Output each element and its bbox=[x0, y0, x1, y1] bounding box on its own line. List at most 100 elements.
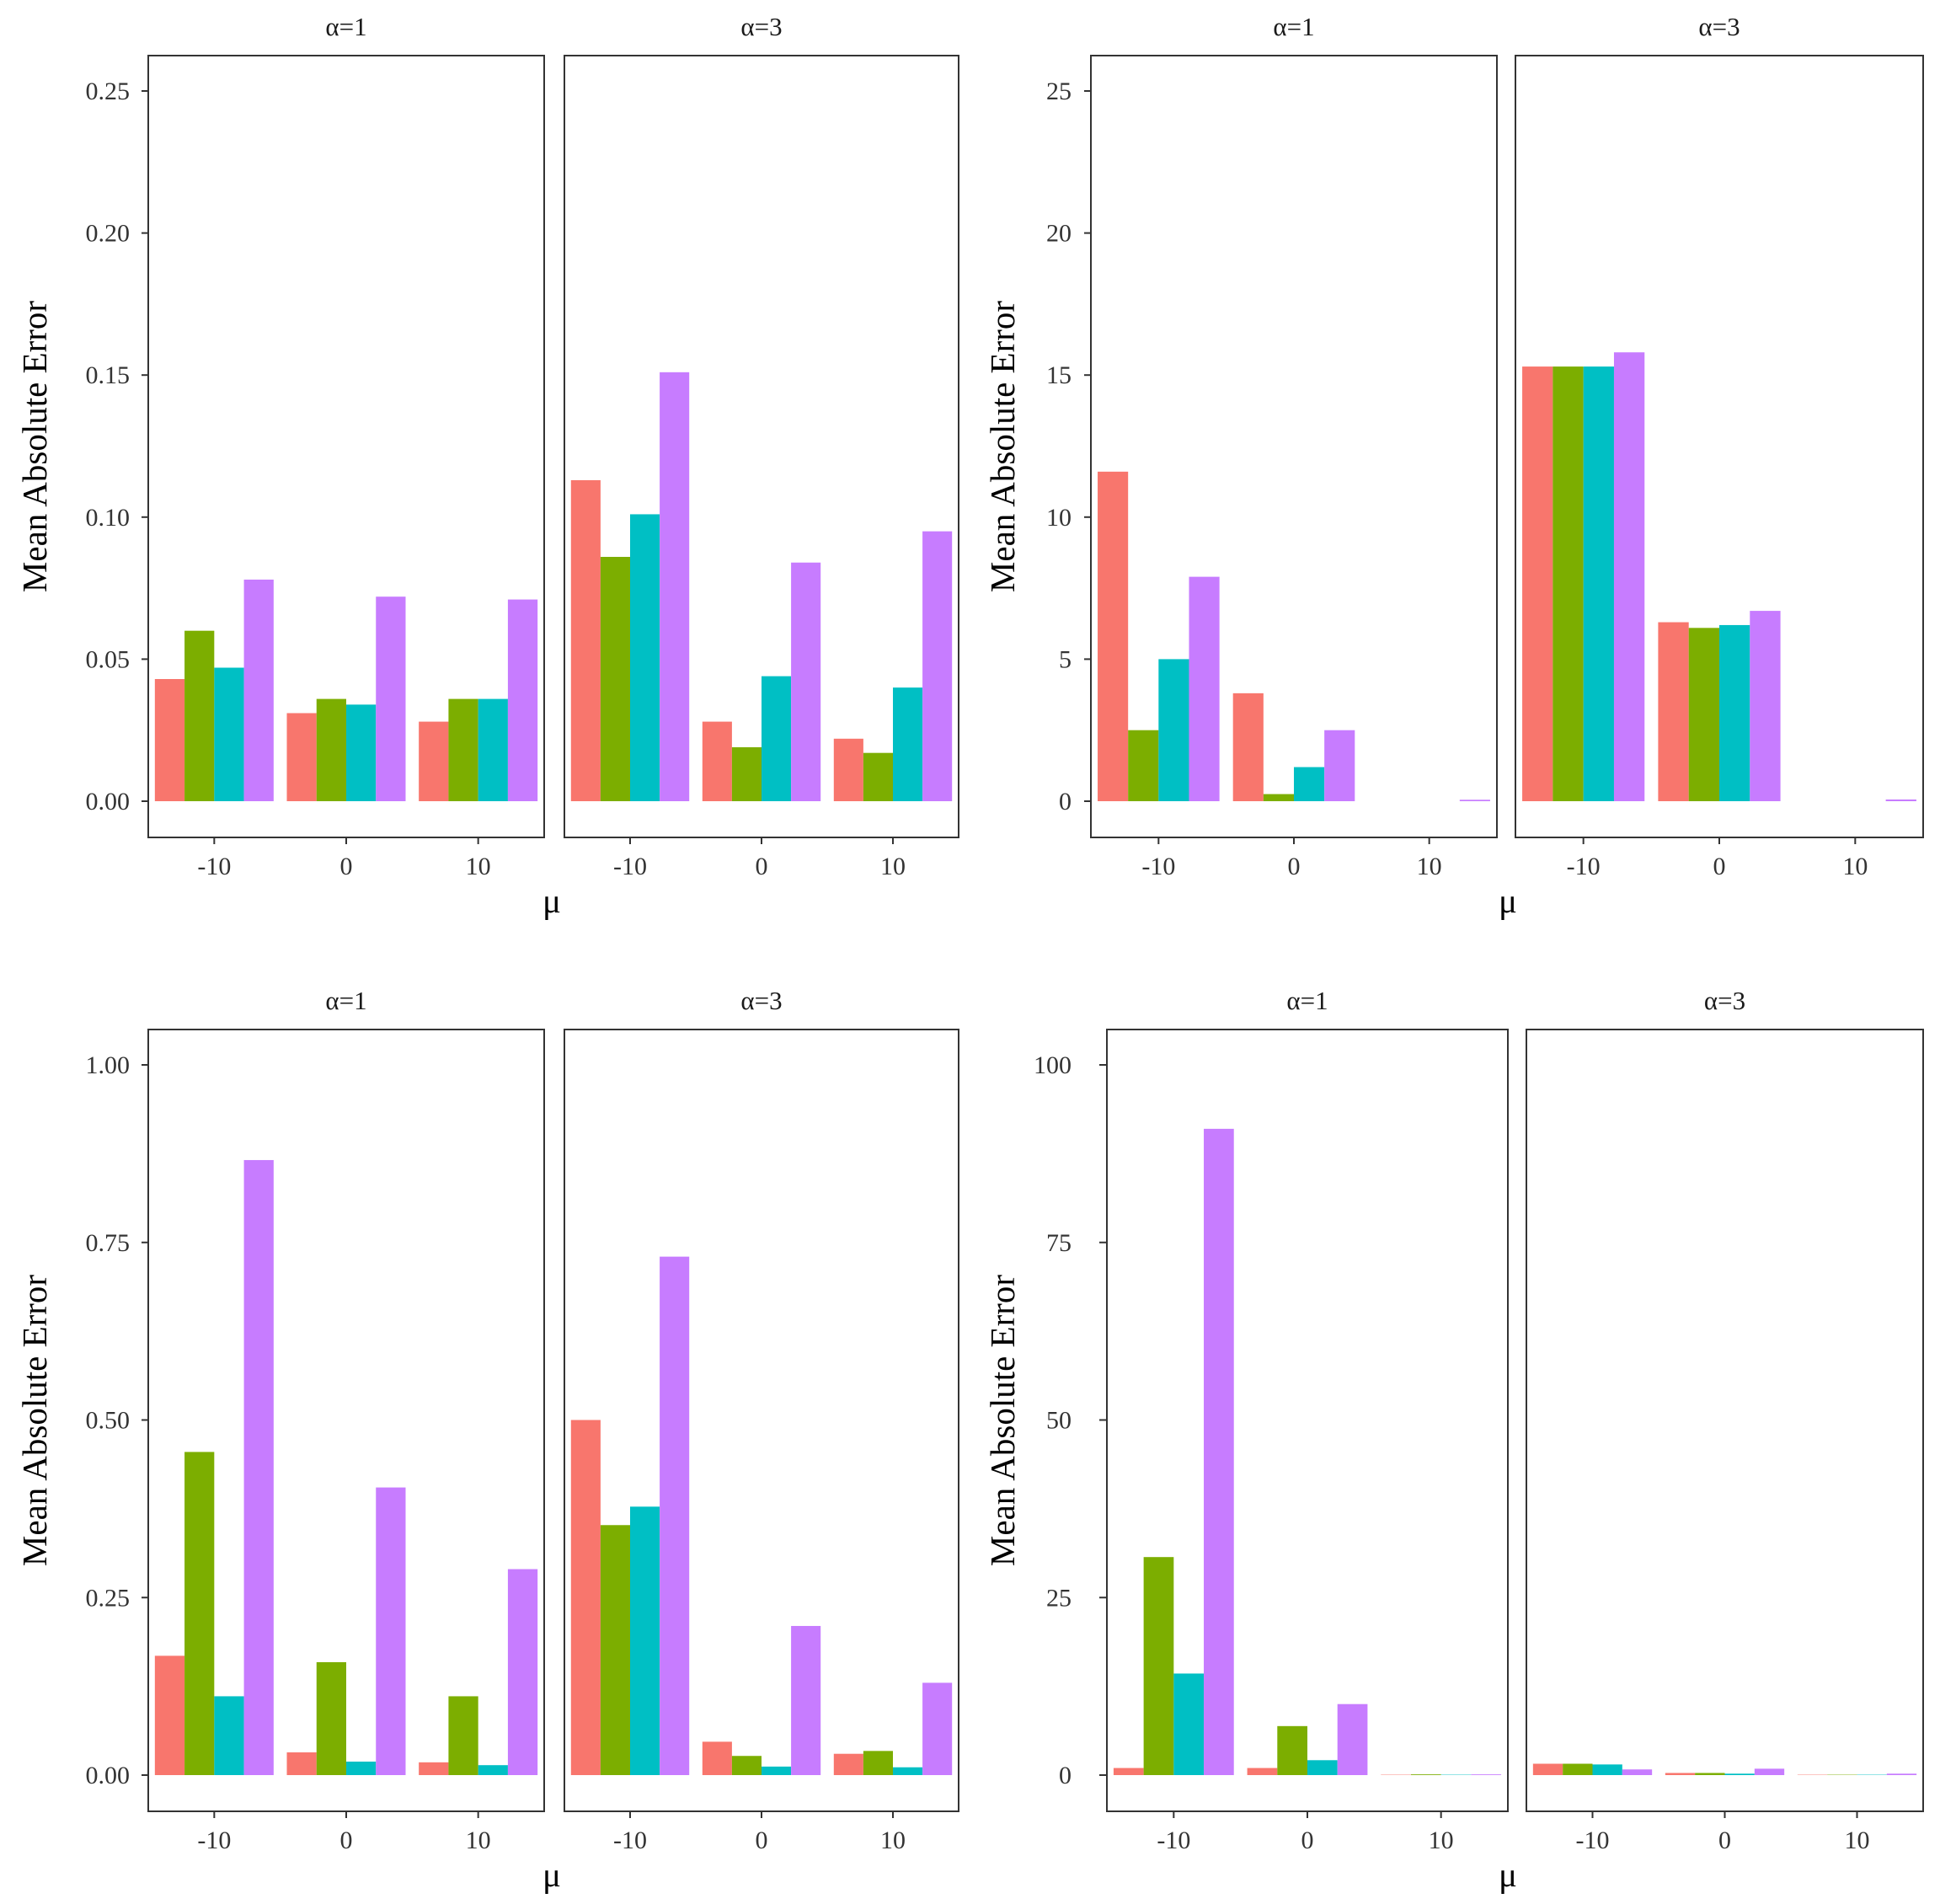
x-axis-title: μ bbox=[1499, 1855, 1517, 1894]
bar bbox=[1459, 800, 1490, 801]
bar bbox=[863, 1751, 893, 1775]
y-tick-label: 0.10 bbox=[86, 504, 131, 532]
x-tick-label: 0 bbox=[1713, 853, 1726, 880]
facet-panel: α=1 -10 0 10 bbox=[1106, 986, 1509, 1854]
y-tick-label: 0.05 bbox=[86, 645, 131, 673]
bar bbox=[214, 1696, 244, 1775]
x-tick-label: -10 bbox=[1141, 853, 1175, 880]
bar bbox=[1294, 767, 1325, 801]
bar bbox=[863, 752, 893, 801]
x-tick-label: 10 bbox=[466, 1826, 491, 1854]
bar bbox=[1173, 1673, 1205, 1775]
x-tick-label: 0 bbox=[1288, 853, 1301, 880]
x-axis-title: μ bbox=[1499, 881, 1517, 920]
bar bbox=[243, 579, 274, 801]
x-tick-label: 0 bbox=[1718, 1826, 1731, 1854]
y-tick-label: 0.00 bbox=[86, 788, 131, 816]
facet-panel: α=1 -10 0 10 bbox=[1090, 12, 1498, 880]
bar bbox=[791, 1625, 821, 1775]
y-tick-label: 0.25 bbox=[86, 78, 131, 105]
bar bbox=[702, 721, 732, 801]
bar bbox=[1263, 794, 1294, 801]
facet-panel: α=3 -10 0 10 bbox=[1515, 12, 1924, 880]
bar bbox=[243, 1159, 274, 1775]
bar bbox=[833, 1753, 863, 1775]
chart-3: 0.00 0.25 0.50 0.75 1.00 Mean Absolute Error μ… bbox=[15, 986, 959, 1894]
bar bbox=[1247, 1768, 1278, 1775]
y-tick-label: 0.20 bbox=[86, 220, 131, 248]
y-tick-label: 1.00 bbox=[86, 1051, 131, 1079]
bar bbox=[660, 372, 690, 801]
facet-panel: α=3 -10 0 10 bbox=[1526, 986, 1924, 1854]
y-tick-label: 20 bbox=[1046, 220, 1072, 248]
bar bbox=[1337, 1703, 1368, 1775]
y-tick-label: 5 bbox=[1059, 645, 1072, 673]
bar bbox=[419, 1762, 449, 1775]
bar bbox=[1886, 1773, 1917, 1775]
panel-border bbox=[1526, 1029, 1924, 1812]
x-tick-label: 10 bbox=[466, 853, 491, 880]
bar bbox=[1613, 352, 1645, 802]
x-tick-label: -10 bbox=[613, 853, 647, 880]
facet-panel: α=1 -10 0 10 bbox=[147, 986, 545, 1854]
bar bbox=[922, 1682, 953, 1775]
bar bbox=[376, 1487, 406, 1775]
bar bbox=[1307, 1760, 1338, 1775]
bar bbox=[1522, 366, 1553, 802]
bar bbox=[507, 599, 538, 801]
bar bbox=[630, 1506, 660, 1775]
x-tick-label: 0 bbox=[756, 1826, 768, 1854]
x-tick-label: 10 bbox=[1845, 1826, 1870, 1854]
bar bbox=[316, 698, 346, 801]
facet-panel: α=1 -10 0 10 bbox=[147, 12, 545, 880]
bar bbox=[478, 1765, 508, 1775]
y-tick-label: 75 bbox=[1046, 1229, 1072, 1257]
bar bbox=[286, 713, 317, 801]
bar bbox=[448, 698, 478, 801]
x-tick-label: 0 bbox=[340, 1826, 353, 1854]
y-axis-title: Mean Absolute Error bbox=[15, 1275, 54, 1566]
bar bbox=[419, 721, 449, 801]
chart-1: 0.00 0.05 0.10 0.15 0.20 0.25 Mean Absolute Er… bbox=[15, 12, 959, 920]
y-tick-label: 10 bbox=[1046, 504, 1072, 532]
x-tick-label: 10 bbox=[1429, 1826, 1454, 1854]
bar bbox=[316, 1661, 346, 1775]
y-tick-label: 0 bbox=[1059, 1762, 1072, 1789]
bar bbox=[1563, 1763, 1593, 1775]
bar bbox=[1553, 366, 1584, 802]
x-axis-title: μ bbox=[542, 881, 561, 920]
panel-border bbox=[1090, 55, 1498, 838]
x-tick-label: 10 bbox=[880, 853, 906, 880]
bar bbox=[1665, 1773, 1696, 1775]
x-tick-label: 0 bbox=[756, 853, 768, 880]
bar bbox=[154, 1655, 185, 1775]
bar bbox=[1158, 659, 1189, 801]
bar bbox=[570, 479, 601, 801]
y-tick-label: 0.50 bbox=[86, 1407, 131, 1435]
y-axis-title: Mean Absolute Error bbox=[983, 1275, 1022, 1566]
bar bbox=[1622, 1769, 1653, 1775]
facet-panel: α=3 -10 0 10 bbox=[564, 986, 959, 1854]
y-tick-label: 50 bbox=[1046, 1407, 1072, 1435]
facet-strip-label: α=3 bbox=[740, 986, 782, 1015]
facet-strip-label: α=1 bbox=[1286, 986, 1328, 1015]
bar bbox=[448, 1696, 478, 1775]
y-axis-title: Mean Absolute Error bbox=[983, 301, 1022, 592]
bar bbox=[1277, 1725, 1307, 1775]
bar bbox=[214, 667, 244, 801]
bar bbox=[1658, 622, 1689, 801]
bar bbox=[346, 704, 377, 801]
bar bbox=[1750, 611, 1781, 801]
x-tick-label: -10 bbox=[197, 1826, 231, 1854]
bar bbox=[600, 1525, 630, 1775]
y-tick-label: 0.15 bbox=[86, 361, 131, 389]
bar bbox=[1724, 1773, 1755, 1775]
bar bbox=[893, 1767, 923, 1775]
bar bbox=[1583, 366, 1614, 802]
bar bbox=[507, 1569, 538, 1775]
facet-strip-label: α=1 bbox=[1273, 12, 1314, 41]
x-tick-label: 0 bbox=[340, 853, 353, 880]
x-tick-label: 10 bbox=[880, 1826, 906, 1854]
